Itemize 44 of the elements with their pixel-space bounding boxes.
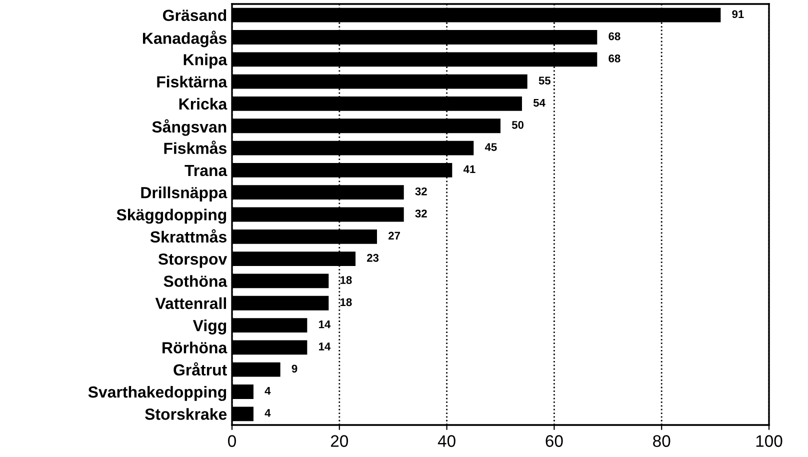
y-tick-label: Skrattmås xyxy=(150,229,226,243)
data-label: 14 xyxy=(318,342,331,350)
y-tick-label: Storskrake xyxy=(145,408,227,420)
y-tick-label: Vattenrall xyxy=(155,297,226,310)
data-label: 14 xyxy=(318,320,331,328)
y-tick-label: Storspov xyxy=(158,253,228,268)
data-label: 18 xyxy=(340,276,352,284)
data-label: 55 xyxy=(538,76,551,85)
y-tick-label: Trana xyxy=(184,164,228,176)
data-label: 4 xyxy=(264,409,271,417)
y-tick-label: Gråtrut xyxy=(174,362,227,376)
y-tick-label: Sångsvan xyxy=(152,119,226,136)
data-label: 32 xyxy=(415,187,427,196)
y-tick-label: Knipa xyxy=(184,54,228,68)
x-tick-label: 80 xyxy=(653,435,670,447)
data-label: 68 xyxy=(608,54,620,62)
y-tick-label: Gräsand xyxy=(163,9,226,22)
y-tick-label: Vigg xyxy=(192,320,226,334)
x-tick-label: 0 xyxy=(228,435,236,447)
data-label: 4 xyxy=(264,386,271,395)
data-label: 9 xyxy=(292,364,298,373)
x-tick-label: 100 xyxy=(756,435,782,447)
data-label: 27 xyxy=(388,232,400,240)
y-tick-label: Kricka xyxy=(179,98,228,110)
data-label: 18 xyxy=(340,298,352,306)
x-tick-label: 60 xyxy=(546,435,563,447)
data-label: 50 xyxy=(512,120,524,129)
y-tick-label: Fisktärna xyxy=(157,76,228,88)
y-tick-label: Svarthakedopping xyxy=(88,386,226,401)
y-tick-label: Skäggdopping xyxy=(116,208,226,224)
y-tick-label: Rörhöna xyxy=(162,342,228,354)
data-label: 32 xyxy=(415,210,427,218)
data-label: 54 xyxy=(533,98,546,107)
x-tick-label: 40 xyxy=(438,435,456,447)
y-tick-label: Sothöna xyxy=(164,275,228,287)
data-label: 41 xyxy=(463,165,476,174)
data-label: 23 xyxy=(367,254,379,262)
data-label: 45 xyxy=(484,143,497,152)
data-label: 68 xyxy=(608,32,620,40)
y-tick-label: Kanadagås xyxy=(142,30,226,48)
y-tick-label: Drillsnäppa xyxy=(141,186,228,202)
y-tick-label: Fiskmås xyxy=(164,140,226,154)
data-label: 91 xyxy=(732,10,744,18)
x-tick-label: 20 xyxy=(330,435,348,447)
